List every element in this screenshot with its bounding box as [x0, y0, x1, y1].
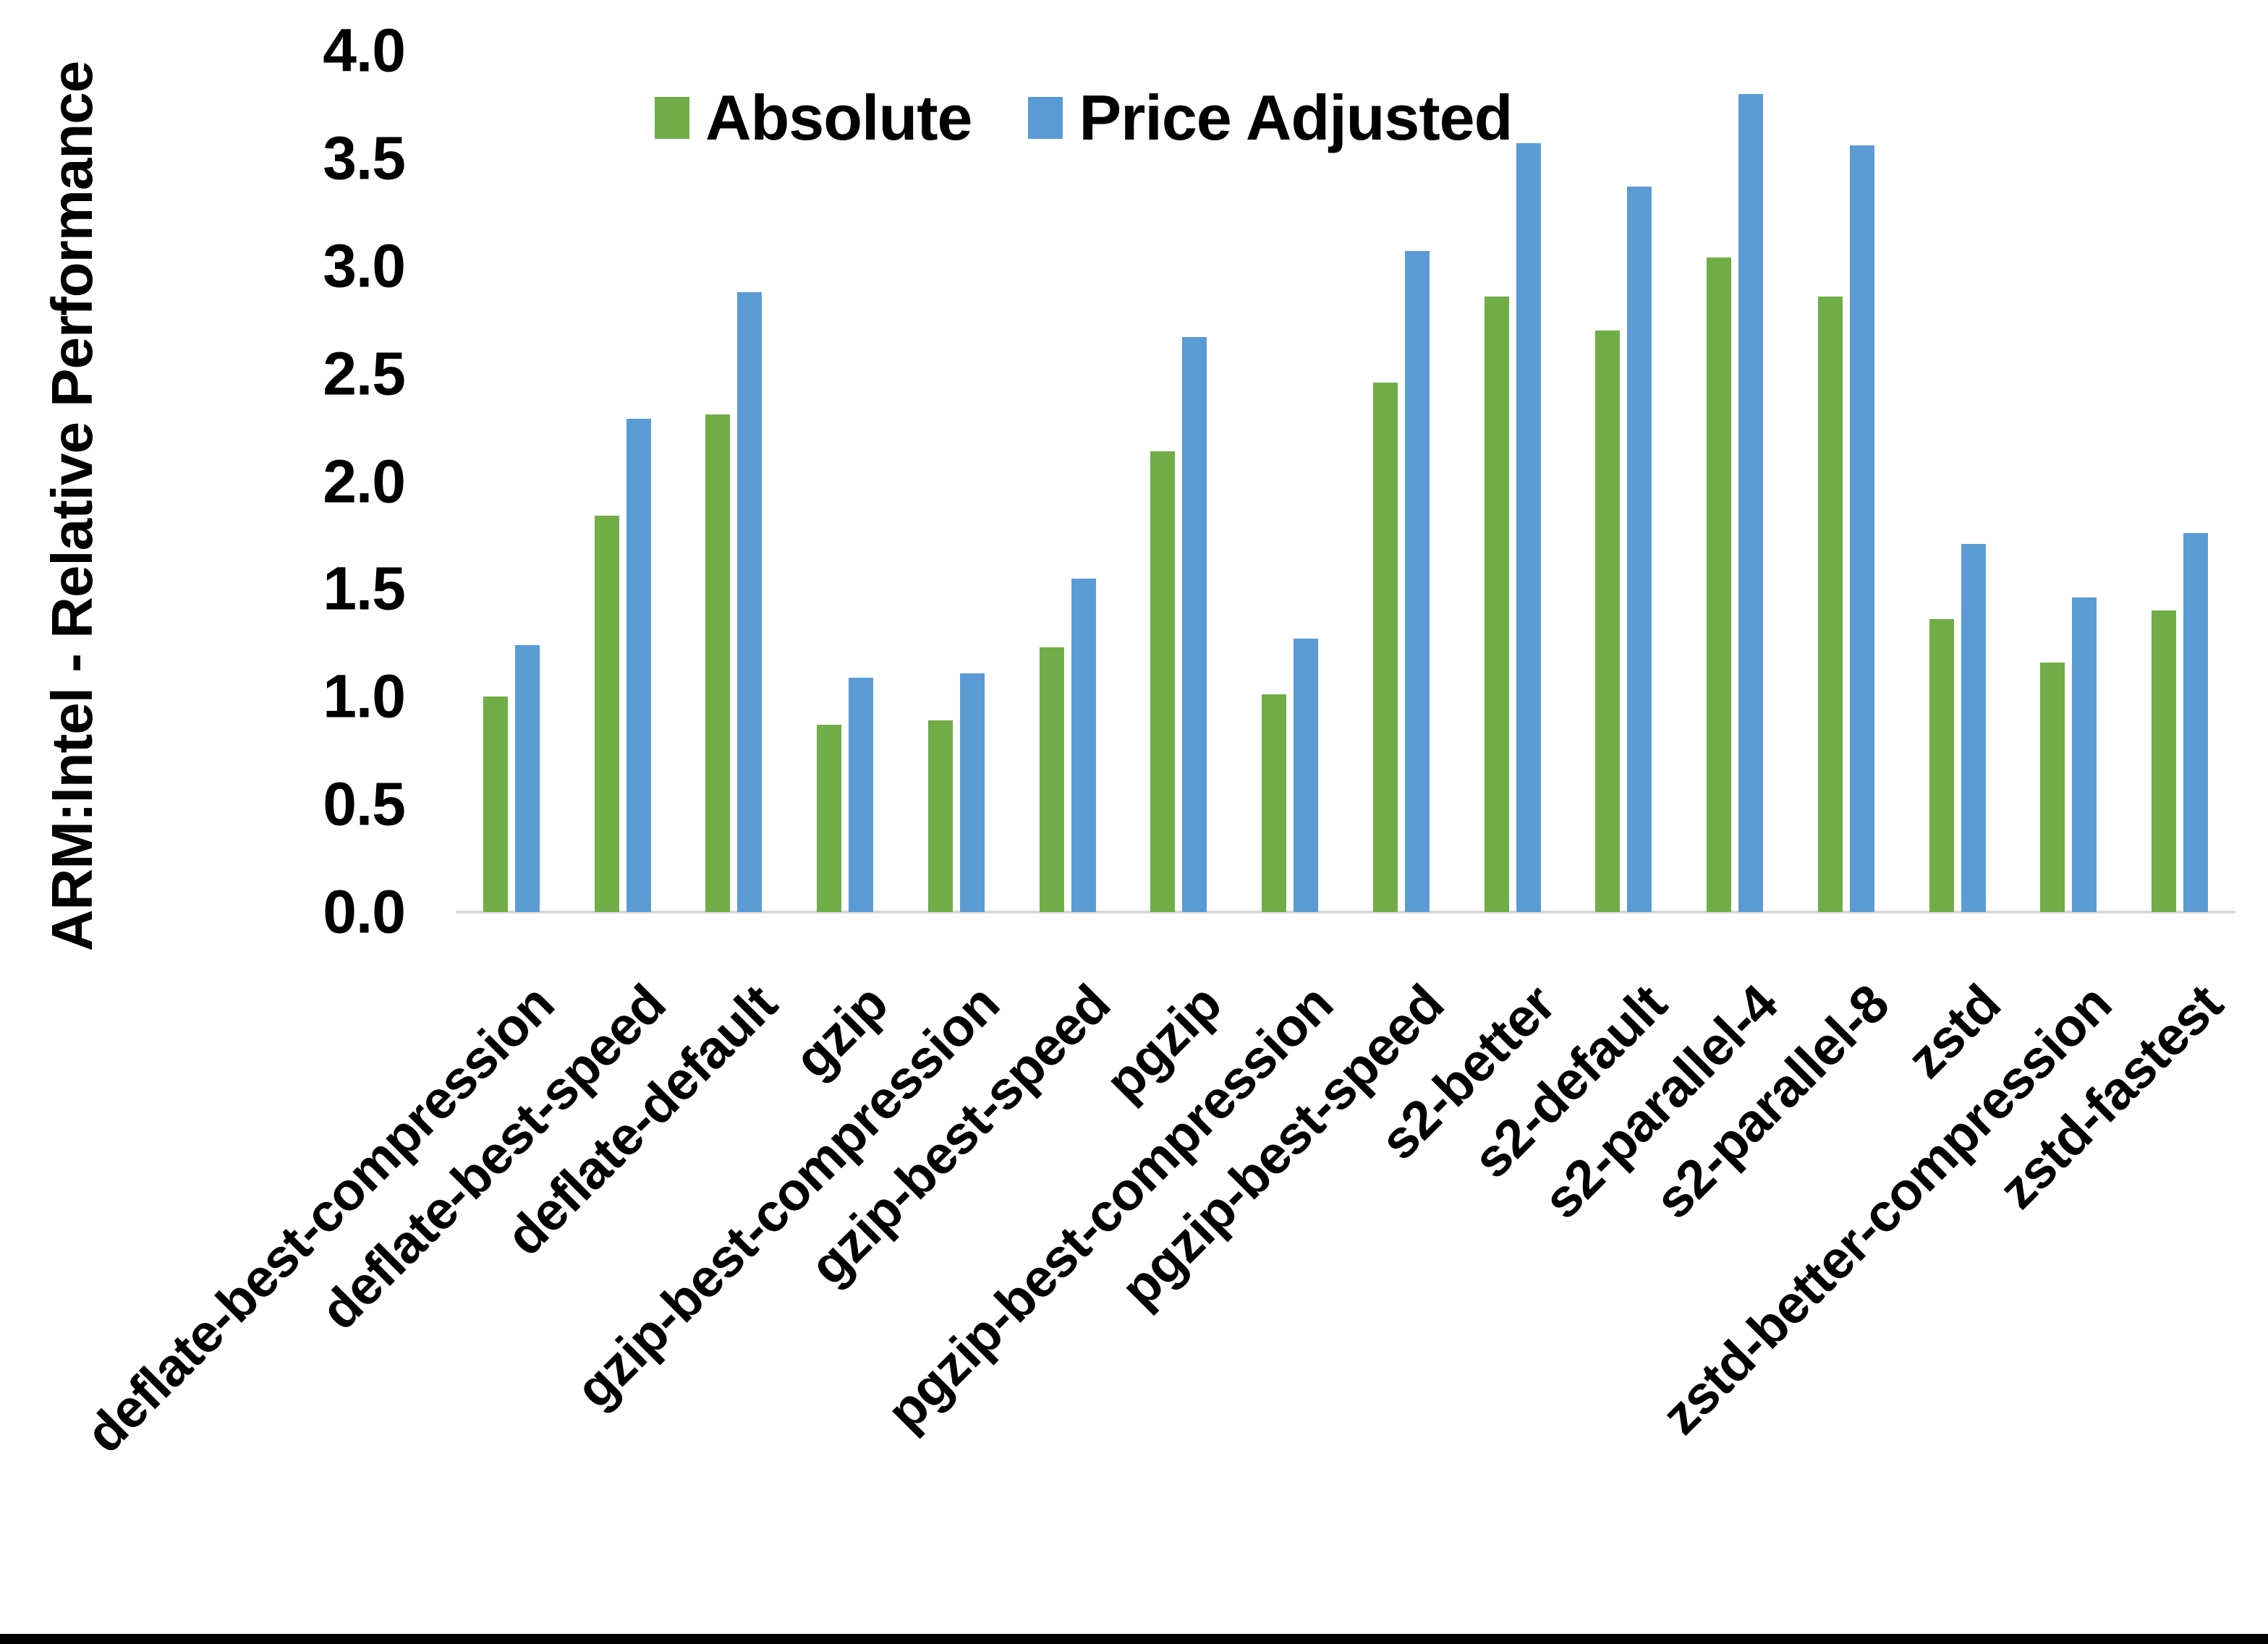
bar-price-adjusted-deflate-best-speed [626, 419, 651, 912]
bar-price-adjusted-s2-parallel-8 [1849, 145, 1874, 912]
x-tick-label-deflate-best-compression: deflate-best-compression [74, 973, 566, 1465]
bar-absolute-deflate-best-speed [594, 516, 619, 912]
bar-absolute-zstd-better-compression [2040, 662, 2065, 912]
y-tick-label: 2.5 [323, 339, 406, 408]
bar-price-adjusted-zstd-fastest [2183, 533, 2209, 912]
legend-label: Absolute [705, 82, 972, 153]
bar-price-adjusted-deflate-best-compression [514, 644, 540, 912]
bar-price-adjusted-s2-parallel-4 [1738, 93, 1764, 912]
bar-absolute-pgzip-best-compression [1262, 694, 1287, 912]
bar-price-adjusted-s2-default [1627, 186, 1652, 912]
x-axis-line [456, 911, 2235, 913]
bar-absolute-s2-better [1484, 296, 1509, 912]
bar-price-adjusted-s2-better [1516, 143, 1541, 912]
y-tick-label: 3.5 [323, 124, 406, 192]
bar-absolute-pgzip [1150, 451, 1176, 912]
y-tick-label: 4.0 [323, 16, 406, 85]
legend-swatch-icon [1028, 97, 1063, 139]
bar-absolute-gzip-best-compression [927, 720, 953, 912]
legend-swatch-icon [655, 97, 689, 139]
legend-entry-absolute: Absolute [655, 81, 972, 155]
bar-price-adjusted-pgzip-best-speed [1404, 251, 1430, 912]
bar-price-adjusted-pgzip [1182, 337, 1207, 912]
y-tick-label: 0.0 [323, 877, 406, 946]
bar-price-adjusted-pgzip-best-compression [1294, 638, 1319, 912]
bar-absolute-zstd-fastest [2152, 610, 2177, 912]
legend-label: Price Adjusted [1079, 82, 1513, 153]
bar-absolute-s2-parallel-8 [1817, 296, 1843, 912]
bar-absolute-gzip-best-speed [1039, 647, 1064, 912]
legend: Absolute Price Adjusted [655, 81, 1513, 155]
bar-price-adjusted-zstd [1961, 543, 1986, 912]
y-tick-label: 1.5 [323, 554, 406, 623]
bar-absolute-deflate-default [705, 414, 731, 912]
bar-absolute-s2-default [1595, 331, 1621, 912]
y-tick-label: 0.5 [323, 770, 406, 838]
y-tick-label: 2.0 [323, 447, 406, 516]
bar-absolute-gzip [817, 725, 842, 912]
bar-absolute-s2-parallel-4 [1707, 257, 1732, 912]
bar-price-adjusted-gzip-best-compression [959, 673, 985, 912]
y-tick-label: 3.0 [323, 231, 406, 300]
bar-price-adjusted-deflate-default [737, 291, 763, 912]
y-axis-title: ARM:Intel - Relative Performance [40, 61, 104, 952]
bar-absolute-deflate-best-compression [483, 697, 508, 912]
legend-entry-price-adjusted: Price Adjusted [1028, 81, 1513, 155]
bar-absolute-pgzip-best-speed [1372, 382, 1398, 912]
bar-price-adjusted-gzip [849, 677, 874, 912]
bar-absolute-zstd [1929, 619, 1954, 912]
bar-price-adjusted-gzip-best-speed [1071, 578, 1096, 912]
bottom-border-bar [0, 1634, 2268, 1644]
y-tick-label: 1.0 [323, 662, 406, 731]
bar-price-adjusted-zstd-better-compression [2072, 597, 2097, 912]
